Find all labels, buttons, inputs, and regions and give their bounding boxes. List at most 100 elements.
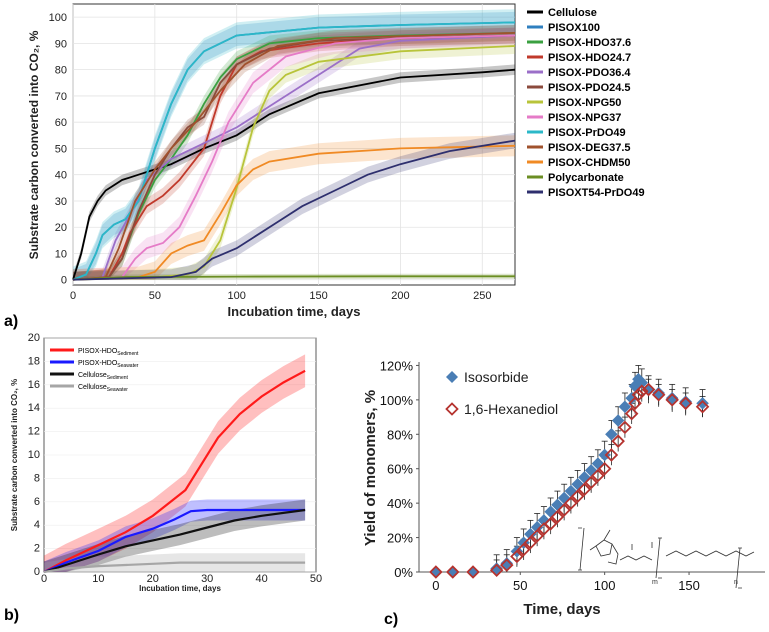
chemical-structure-drawing [578, 527, 755, 589]
legend-label: PISOX-PDO24.5 [548, 82, 631, 94]
y-tick-label: 60 [55, 117, 67, 129]
data-point-hexanediol [530, 529, 544, 543]
y-axis-label: Yield of monomers, % [362, 390, 379, 546]
panel-label-c: c) [384, 611, 398, 628]
x-tick-label: 100 [594, 578, 616, 593]
legend-subscript: Sediment [117, 351, 139, 357]
data-point-hexanediol [510, 549, 524, 564]
chart-b: 0 2 4 6 8 10 12 14 16 18 20 0 10 20 30 40 50 Incubation t… [10, 332, 322, 593]
legend-label: PISOX-HDO24.7 [548, 52, 631, 64]
series-line [43, 369, 306, 573]
legend-label: Isosorbide [464, 369, 529, 385]
series-line [43, 508, 306, 574]
data-point-isosorbide [611, 414, 625, 427]
legend-label: PISOX-DEG37.5 [548, 142, 631, 154]
y-tick-label: 100% [380, 393, 414, 408]
confidence-band [73, 25, 515, 280]
legend-label: CelluloseSeawater [78, 384, 128, 393]
data-point-hexanediol [635, 384, 649, 399]
chart-a: 0 10 20 30 40 50 60 70 80 90 100 0 50 100 150 200 250 Inc… [27, 3, 645, 319]
structure-label-m: m [652, 579, 658, 586]
data-point-hexanediol [611, 434, 625, 448]
legend-label: PISOX100 [548, 22, 600, 34]
y-tick-label: 0 [61, 275, 67, 287]
legend-subscript: Seawater [117, 363, 138, 369]
data-point-hexanediol [570, 489, 585, 504]
series-line [43, 561, 306, 574]
y-tick-label: 80% [387, 427, 413, 442]
confidence-band [73, 132, 515, 280]
y-tick-label: 4 [34, 519, 40, 531]
legend-label: PISOX-PDO36.4 [548, 67, 631, 79]
y-tick-label: 12 [28, 426, 40, 438]
x-tick-label: 0 [432, 578, 439, 593]
data-point-hexanediol [651, 387, 666, 402]
x-tick-label: 200 [391, 290, 409, 302]
data-point-hexanediol [641, 382, 656, 397]
data-point-hexanediol [516, 542, 531, 557]
data-point-isosorbide [696, 396, 709, 410]
y-tick-label: 30 [55, 196, 67, 208]
data-point-isosorbide [537, 514, 551, 527]
series-line [72, 32, 516, 281]
structure-label-n: n [734, 579, 738, 586]
data-point-hexanediol [604, 448, 619, 462]
x-tick-label: 10 [92, 573, 104, 585]
data-point-hexanediol [624, 406, 639, 421]
data-point-hexanediol [543, 517, 558, 531]
legend-label: PISOX-PrDO49 [548, 127, 626, 139]
legend-label: Cellulose [548, 7, 597, 19]
y-tick-label: 60% [387, 462, 413, 477]
data-point-hexanediol [499, 558, 514, 572]
data-point-hexanediol [445, 565, 460, 579]
legend-subscript: Sediment [107, 375, 129, 381]
y-tick-label: 18 [28, 355, 40, 367]
legend-label: 1,6-Hexanediol [464, 401, 558, 417]
x-tick-label: 100 [228, 290, 246, 302]
plot-area-a [72, 3, 516, 286]
confidence-band [73, 25, 515, 280]
y-tick-label: 20 [28, 332, 40, 344]
data-point-hexanediol [678, 396, 693, 411]
legend-label: PISOX-NPG50 [548, 97, 621, 109]
legend-marker-hexanediol [445, 402, 459, 416]
y-tick-label: 40 [55, 170, 67, 182]
y-axis-label: Substrate carbon converted into CO₂, % [10, 379, 19, 531]
data-point-hexanediol [628, 396, 642, 411]
data-point-hexanediol [577, 482, 592, 497]
data-point-hexanediol [591, 468, 605, 483]
data-point-hexanediol [564, 496, 578, 510]
legend-label: PISOX-CHDM50 [548, 157, 631, 169]
y-tick-label: 100 [49, 12, 67, 24]
data-point-hexanediol [597, 461, 612, 476]
x-tick-label: 40 [255, 573, 267, 585]
series-line [72, 139, 516, 281]
x-tick-label: 150 [309, 290, 327, 302]
data-point-isosorbide [446, 565, 460, 579]
data-point-hexanediol [695, 399, 710, 414]
legend-label: PISOXT54-PrDO49 [548, 187, 645, 199]
data-point-hexanediol [584, 475, 598, 490]
y-tick-label: 14 [28, 402, 40, 414]
x-tick-label: 50 [149, 290, 161, 302]
data-point-hexanediol [466, 565, 480, 579]
chart-c: 0% 20% 40% 60% 80% 100% 120% 0 50 100 150 Time, day… [362, 358, 765, 618]
x-tick-label: 20 [147, 573, 159, 585]
data-point-hexanediol [523, 535, 538, 550]
x-axis-label: Incubation time, days [139, 584, 221, 593]
data-point-hexanediol [550, 510, 565, 524]
data-point-hexanediol [618, 420, 632, 435]
y-tick-label: 80 [55, 65, 67, 77]
y-tick-label: 70 [55, 91, 67, 103]
data-point-isosorbide [635, 376, 649, 390]
y-tick-label: 0% [394, 565, 413, 580]
y-tick-label: 2 [34, 543, 40, 555]
y-tick-label: 8 [34, 472, 40, 484]
y-tick-label: 120% [380, 358, 414, 373]
data-point-hexanediol [665, 393, 679, 407]
confidence-band [44, 499, 306, 572]
legend-label: CelluloseSediment [78, 372, 129, 381]
data-point-isosorbide [429, 565, 443, 579]
x-tick-label: 250 [473, 290, 491, 302]
legend-marker-isosorbide [446, 371, 458, 383]
